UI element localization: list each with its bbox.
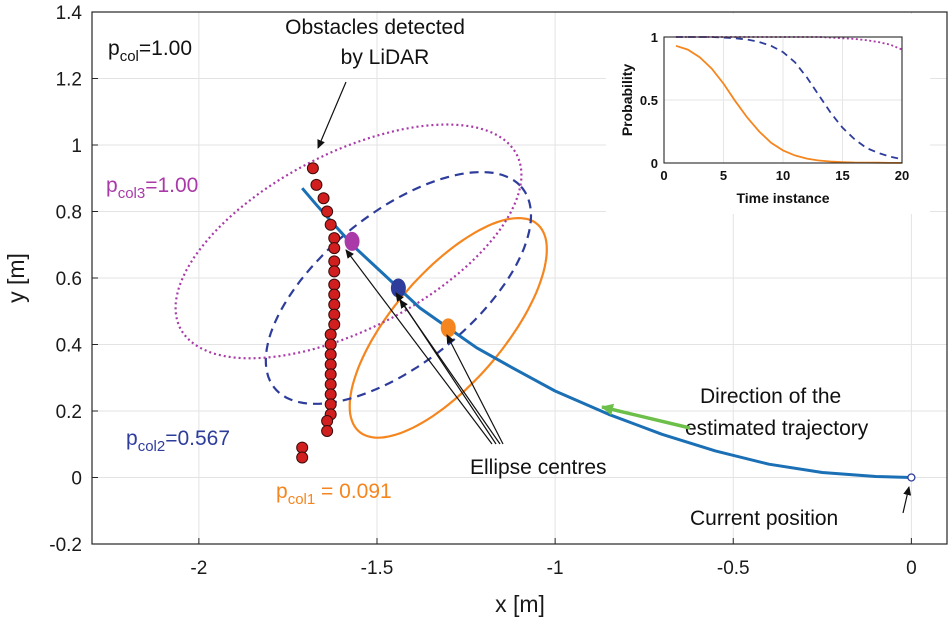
- current-position-label: Current position: [690, 507, 838, 530]
- direction-arrow: [601, 403, 691, 430]
- current-position-arrow: [902, 486, 912, 514]
- y-axis-label: y [m]: [3, 253, 29, 303]
- pcol-value: =1.00: [139, 37, 192, 60]
- obstacles: [296, 162, 341, 464]
- y-tick-label: 0.6: [56, 269, 82, 290]
- inset-x-tick-label: 0: [660, 168, 667, 183]
- inset-x-label: Time instance: [736, 190, 829, 206]
- pcol3-value: =1.00: [145, 174, 198, 197]
- x-tick-label: -0.5: [717, 558, 750, 579]
- obstacle-point: [321, 414, 334, 427]
- pcol3-sub: col3: [118, 185, 146, 202]
- centre-arrow-col1: [446, 334, 504, 445]
- obstacle-point: [328, 265, 341, 278]
- obstacle-point: [296, 451, 309, 464]
- ellipses: [174, 123, 548, 439]
- x-tick-label: 0: [906, 558, 917, 579]
- pcol1-value: = 0.091: [315, 480, 391, 503]
- y-tick-label: 1.4: [56, 3, 83, 24]
- pcol1-sub: col1: [288, 491, 316, 508]
- inset-x-tick-label: 10: [776, 168, 790, 183]
- ellipse-col1: [348, 216, 548, 439]
- inset-frame: [663, 36, 903, 164]
- obstacle-point: [321, 424, 334, 437]
- main-tick-labels: -2 -1.5 -1 -0.5 0 -0.2 0 0.2 0.4 0.6 0.8 1 1.2 1.4: [49, 3, 916, 579]
- obstacle-point: [328, 232, 341, 245]
- ellipse-col3: [174, 123, 523, 360]
- obstacle-point: [317, 192, 330, 205]
- y-tick-label: 0.4: [56, 336, 83, 357]
- obstacle-point: [324, 338, 337, 351]
- obstacle-point: [324, 218, 337, 231]
- obstacle-point: [306, 162, 319, 175]
- obstacle-point: [324, 378, 337, 391]
- pcol1-label: pcol1 = 0.091: [276, 480, 392, 508]
- centre-col2: [390, 278, 406, 298]
- ellipse-col2: [264, 170, 533, 405]
- pcol3-label: pcol3=1.00: [106, 174, 198, 202]
- obstacle-point: [324, 368, 337, 381]
- ellipse-centres-label: Ellipse centres: [470, 456, 607, 479]
- x-tick-label: -1.5: [361, 558, 394, 579]
- direction-label-line2: estimated trajectory: [685, 417, 869, 440]
- obstacle-point: [328, 288, 341, 301]
- y-tick-label: 1: [71, 136, 82, 157]
- y-tick-label: 0.8: [56, 203, 82, 224]
- y-tick-label: -0.2: [49, 535, 82, 556]
- x-tick-label: -2: [190, 558, 207, 579]
- y-tick-label: 0: [71, 469, 82, 490]
- pcol2-value: =0.567: [165, 427, 230, 450]
- plot-frame: [91, 11, 948, 545]
- inset-tick-labels: 0 5 10 15 20 0 0.5 1: [640, 30, 909, 183]
- current-position-marker: [907, 473, 916, 482]
- pcol-sub: col: [120, 48, 139, 65]
- y-tick-label: 0.2: [56, 402, 82, 423]
- centre-col1: [440, 318, 456, 338]
- pcol-label: pcol=1.00: [108, 37, 192, 65]
- inset-y-tick-label: 1: [651, 30, 658, 45]
- obstacle-point: [328, 242, 341, 255]
- obstacle-point: [310, 178, 323, 191]
- obstacle-point: [321, 205, 334, 218]
- inset-x-tick-label: 20: [895, 168, 909, 183]
- inset-x-tick-label: 15: [835, 168, 849, 183]
- obstacle-point: [324, 358, 337, 371]
- obstacle-point: [296, 441, 309, 454]
- obstacles-label-line1: Obstacles detected: [285, 16, 465, 39]
- inset-y-tick-label: 0: [651, 156, 658, 171]
- inset-chart: 0 5 10 15 20 0 0.5 1 Time instance Probability: [606, 14, 930, 214]
- inset-x-tick-label: 5: [720, 168, 727, 183]
- y-tick-label: 1.2: [56, 70, 82, 91]
- inset-background: [606, 14, 930, 214]
- obstacle-point: [328, 308, 341, 321]
- obstacle-point: [324, 328, 337, 341]
- obstacle-point: [324, 388, 337, 401]
- centre-arrow-col3: [345, 249, 493, 445]
- x-axis-label: x [m]: [495, 591, 545, 617]
- obstacle-point: [328, 255, 341, 268]
- pcol2-label: pcol2=0.567: [126, 427, 230, 455]
- centre-arrow-col2-b: [399, 299, 501, 445]
- obstacle-point: [324, 348, 337, 361]
- obstacle-point: [324, 398, 337, 411]
- inset-y-label: Probability: [619, 64, 635, 137]
- obstacle-point: [328, 278, 341, 291]
- x-tick-label: -1: [547, 558, 564, 579]
- pcol2-sub: col2: [138, 438, 166, 455]
- inset-y-tick-label: 0.5: [640, 93, 658, 108]
- obstacle-point: [328, 318, 341, 331]
- obstacles-label-line2: by LiDAR: [341, 46, 430, 69]
- obstacle-point: [328, 298, 341, 311]
- direction-label-line1: Direction of the: [700, 385, 841, 408]
- centre-col3: [344, 231, 360, 251]
- obstacles-arrow: [317, 81, 347, 149]
